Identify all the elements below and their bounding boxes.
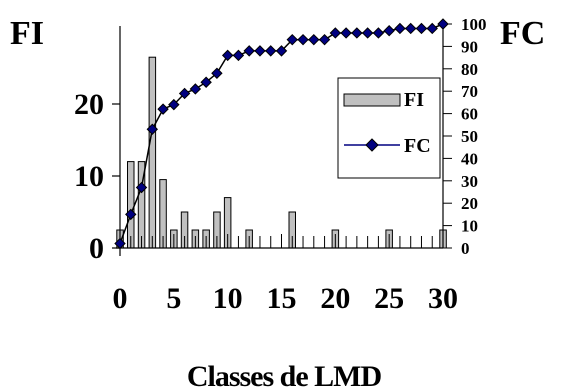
- fc-point: [178, 87, 191, 100]
- fc-line-series: [114, 18, 449, 250]
- fc-point: [254, 45, 266, 57]
- x-tick-label: 10: [213, 282, 243, 315]
- fc-point: [404, 22, 417, 35]
- right-y-tick-label: 10: [461, 217, 478, 236]
- fc-point: [351, 27, 363, 39]
- tick-labels: 0 5 10 15 20 25 30 0 10 20 0 10 20 30 40 50 60 70 80 90 100: [74, 15, 487, 315]
- x-tick-label: 25: [374, 282, 404, 315]
- right-y-tick-label: 100: [461, 15, 487, 34]
- fc-point: [383, 25, 395, 37]
- legend-box: [337, 77, 441, 179]
- right-y-tick-label: 30: [461, 172, 478, 191]
- chart-axes: [112, 22, 452, 256]
- fi-bar: [127, 161, 135, 249]
- right-y-tick-label: 0: [461, 239, 470, 258]
- fc-point: [415, 22, 428, 35]
- fc-point: [426, 22, 438, 35]
- fc-point: [372, 27, 385, 39]
- fc-point: [286, 33, 298, 46]
- right-y-tick-label: 90: [461, 37, 478, 56]
- legend-fi-swatch: [343, 93, 401, 107]
- x-tick-label: 30: [428, 282, 458, 315]
- x-axis-title: Classes de LMD: [187, 360, 382, 390]
- fc-point: [394, 22, 406, 35]
- fc-point: [168, 98, 180, 111]
- x-tick-label: 0: [113, 282, 128, 315]
- left-axis-title: FI: [10, 15, 44, 52]
- left-y-tick-label: 20: [74, 88, 104, 121]
- fc-point: [221, 49, 234, 62]
- left-y-tick-label: 10: [74, 160, 104, 193]
- fc-point: [329, 27, 342, 39]
- fc-point: [308, 33, 320, 46]
- fc-point: [114, 237, 126, 250]
- left-y-tick-label: 0: [89, 232, 104, 265]
- fc-point: [211, 67, 223, 79]
- legend: FI FC: [337, 77, 441, 179]
- fc-point: [135, 181, 148, 194]
- right-axis-title: FC: [500, 15, 545, 52]
- legend-fi-label: FI: [404, 89, 424, 111]
- fi-bar: [148, 56, 157, 249]
- fc-point: [275, 45, 288, 57]
- fc-point: [297, 33, 309, 46]
- fc-point: [189, 83, 202, 95]
- fc-point: [232, 49, 245, 62]
- fc-point: [318, 33, 331, 46]
- x-tick-label: 15: [267, 282, 297, 315]
- x-tick-label: 5: [166, 282, 181, 315]
- legend-fc-marker: [365, 138, 379, 152]
- fc-point: [243, 45, 255, 57]
- x-tick-label: 20: [320, 282, 350, 315]
- fc-point: [437, 18, 449, 30]
- fc-point: [340, 27, 352, 39]
- right-y-tick-label: 40: [461, 149, 478, 168]
- fc-point: [157, 103, 169, 115]
- legend-fc-label: FC: [404, 135, 431, 157]
- fc-point: [125, 208, 137, 221]
- fc-point: [265, 45, 277, 57]
- right-y-tick-label: 20: [461, 194, 478, 213]
- right-y-tick-label: 60: [461, 105, 478, 124]
- fc-point: [361, 27, 374, 39]
- right-y-tick-label: 50: [461, 127, 478, 146]
- fc-point: [200, 76, 212, 88]
- fc-point: [146, 123, 159, 135]
- right-y-tick-label: 70: [461, 82, 478, 101]
- right-y-tick-label: 80: [461, 60, 478, 79]
